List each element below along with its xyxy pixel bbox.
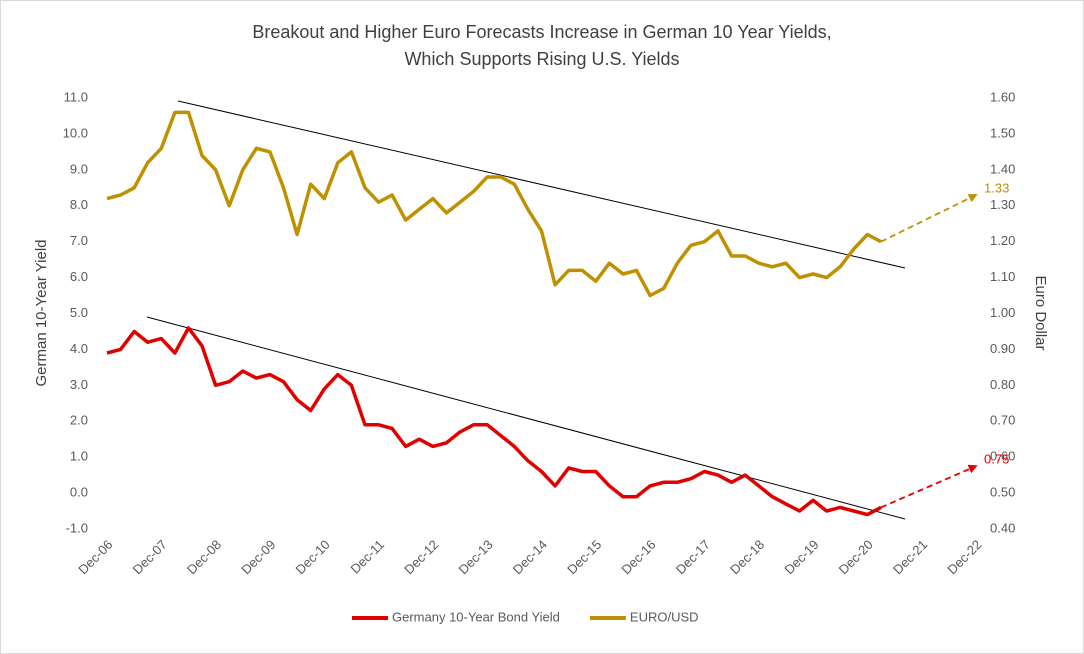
y-tick-label: 5.0 [70, 305, 88, 320]
y2-tick-label: 1.40 [990, 161, 1015, 176]
y-tick-label: 8.0 [70, 197, 88, 212]
y2-tick-label: 1.10 [990, 269, 1015, 284]
y-tick-label: 2.0 [70, 413, 88, 428]
y2-tick-label: 1.00 [990, 305, 1015, 320]
chart-title: Which Supports Rising U.S. Yields [404, 49, 679, 69]
y-tick-label: 11.0 [64, 89, 88, 104]
y-axis-title: German 10-Year Yield [33, 239, 50, 386]
y-tick-label: 6.0 [70, 269, 88, 284]
y-tick-label: 10.0 [63, 125, 88, 140]
y2-tick-label: 0.40 [990, 520, 1015, 535]
trendline [146, 316, 906, 520]
y2-tick-label: 1.30 [990, 197, 1015, 212]
y-tick-label: 3.0 [70, 377, 88, 392]
y-tick-label: 4.0 [70, 341, 88, 356]
y2-tick-label: 0.90 [990, 341, 1015, 356]
forecast-label: 0.75 [984, 452, 1009, 467]
chart-title: Breakout and Higher Euro Forecasts Incre… [252, 22, 831, 42]
y2-tick-label: 1.60 [990, 89, 1015, 104]
y-tick-label: 0.0 [70, 485, 88, 500]
series-line [106, 110, 882, 298]
y2-tick-label: 0.50 [990, 485, 1015, 500]
y2-tick-label: 1.20 [990, 233, 1015, 248]
legend-label: Germany 10-Year Bond Yield [392, 609, 560, 624]
y2-axis-title: Euro Dollar [1032, 275, 1049, 350]
forecast-arrow [880, 464, 978, 509]
series-line [106, 326, 882, 517]
trendline [177, 100, 906, 269]
y-tick-label: 1.0 [70, 449, 88, 464]
y2-tick-label: 0.70 [990, 413, 1015, 428]
y2-tick-label: 0.60 [990, 449, 1015, 464]
y-tick-label: 7.0 [70, 233, 88, 248]
legend-label: EURO/USD [630, 609, 699, 624]
y-tick-label: -1.0 [66, 520, 88, 535]
forecast-label: 1.33 [984, 180, 1009, 195]
forecast-arrow [880, 194, 978, 243]
y2-tick-label: 1.50 [990, 125, 1015, 140]
y-tick-label: 9.0 [70, 161, 88, 176]
y2-tick-label: 0.80 [990, 377, 1015, 392]
